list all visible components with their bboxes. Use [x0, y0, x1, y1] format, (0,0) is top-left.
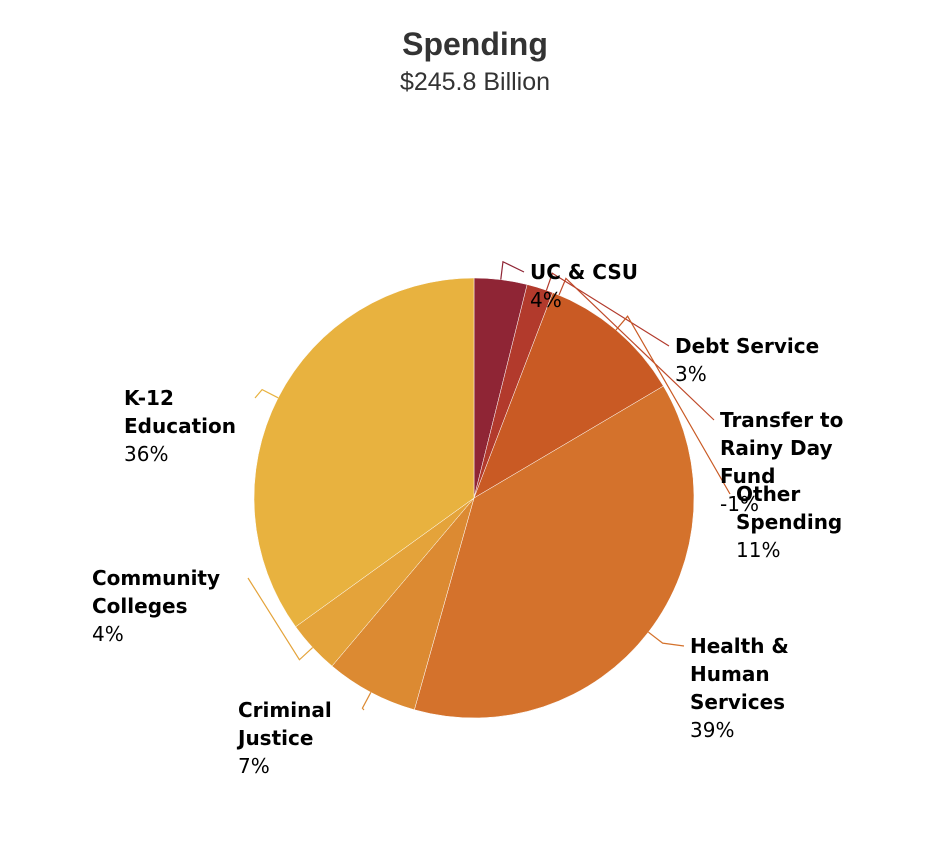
- slice-value: 36%: [124, 442, 169, 466]
- slice-value: 4%: [92, 622, 124, 646]
- slice-name: Health & Human Services: [690, 634, 789, 714]
- leader-line: [615, 315, 731, 495]
- slice-name: UC & CSU: [530, 260, 638, 284]
- leader-line: [558, 277, 715, 421]
- slice-label: Debt Service 3%: [675, 332, 845, 388]
- slice-label: Health & Human Services 39%: [690, 632, 820, 744]
- slice-value: 39%: [690, 718, 735, 742]
- slice: [473, 292, 664, 499]
- leader-line: [254, 388, 279, 399]
- slice-value: 4%: [530, 288, 562, 312]
- slice-name: Transfer to Rainy Day Fund: [720, 408, 844, 488]
- chart-subtitle: $245.8 Billion: [399, 68, 551, 96]
- slice: [253, 277, 475, 628]
- slice-name: Criminal Justice: [238, 698, 332, 750]
- slice-label: Criminal Justice 7%: [238, 696, 358, 780]
- slice-label: Community Colleges 4%: [92, 564, 242, 648]
- slice-name: K-12 Education: [124, 386, 236, 438]
- slice-label: K-12 Education 36%: [124, 384, 249, 468]
- slice-value: -1%: [720, 492, 759, 516]
- slice-value: 3%: [675, 362, 707, 386]
- leader-line: [361, 692, 372, 711]
- leader-line: [500, 260, 525, 280]
- slice: [414, 385, 695, 719]
- slice-value: 7%: [238, 754, 270, 778]
- leader-line: [247, 577, 314, 661]
- slice-name: Other Spending: [736, 482, 843, 534]
- chart-title: Spending: [402, 26, 548, 62]
- slice-value: 11%: [736, 538, 781, 562]
- slice-label: Transfer to Rainy Day Fund -1%: [720, 406, 860, 518]
- slice-name: Community Colleges: [92, 566, 221, 618]
- slice-label: UC & CSU 4%: [530, 258, 670, 314]
- slice-label: Other Spending 11%: [736, 480, 866, 564]
- slice-name: Debt Service: [675, 334, 820, 358]
- leader-line: [648, 631, 685, 647]
